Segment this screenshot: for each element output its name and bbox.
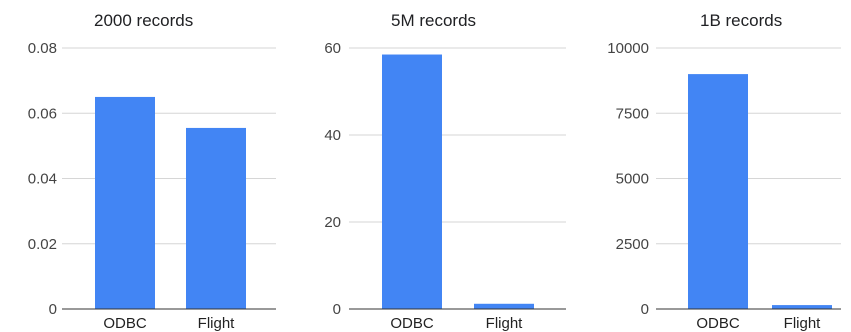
y-tick-label: 60 [324,40,341,57]
bar-flight [772,305,832,309]
chart-2000-records: 2000 records 0 0.02 0.04 0.06 0.08 ODBC Fligh… [28,11,276,332]
y-tick-label: 0 [641,301,649,318]
y-tick-label: 0 [333,301,341,318]
x-category-label: Flight [198,315,236,332]
bar-flight [186,127,246,310]
y-tick-label: 10000 [607,40,649,57]
y-tick-label: 0.06 [28,105,57,122]
x-category-label: Flight [784,315,822,332]
y-tick-label: 5000 [616,171,649,188]
bar-flight [474,303,534,309]
y-tick-label: 2500 [616,236,649,253]
x-category-label: Flight [486,315,524,332]
chart-5m-records: 5M records 0 20 40 60 ODBC Flight [324,11,566,332]
bar-odbc [688,74,748,309]
y-tick-label: 0.08 [28,40,57,57]
chart-1b-records: 1B records 0 2500 5000 7500 10000 ODBC Flight [607,11,841,332]
y-tick-label: 0.04 [28,171,57,188]
chart-title: 2000 records [94,11,193,30]
x-category-label: ODBC [696,315,740,332]
chart-title: 1B records [700,11,782,30]
x-category-label: ODBC [390,315,434,332]
y-tick-label: 0 [49,301,57,318]
y-tick-label: 40 [324,127,341,144]
bar-odbc [95,96,155,309]
y-tick-label: 0.02 [28,236,57,253]
x-category-label: ODBC [103,315,147,332]
y-tick-label: 7500 [616,105,649,122]
chart-title: 5M records [391,11,476,30]
y-tick-label: 20 [324,214,341,231]
bar-odbc [382,54,442,310]
